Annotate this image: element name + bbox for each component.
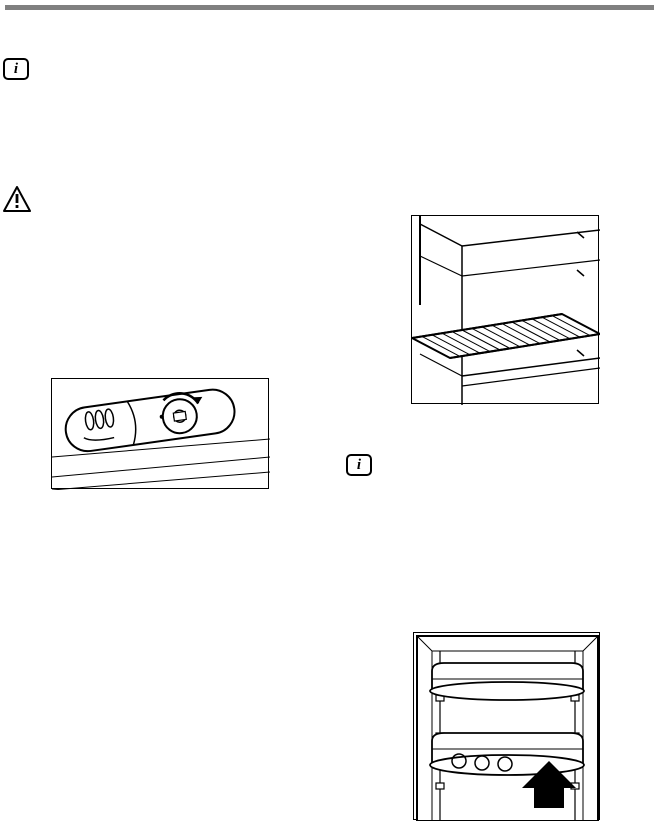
figure-door-shelves xyxy=(413,632,600,820)
page-top-rule xyxy=(5,5,654,10)
info-icon: i xyxy=(346,454,372,476)
figure-wire-shelf xyxy=(411,215,599,404)
info-glyph: i xyxy=(357,458,361,473)
warning-icon xyxy=(3,186,31,217)
figure-lamp-housing xyxy=(51,378,269,489)
info-icon: i xyxy=(3,58,29,80)
info-glyph: i xyxy=(14,62,18,77)
